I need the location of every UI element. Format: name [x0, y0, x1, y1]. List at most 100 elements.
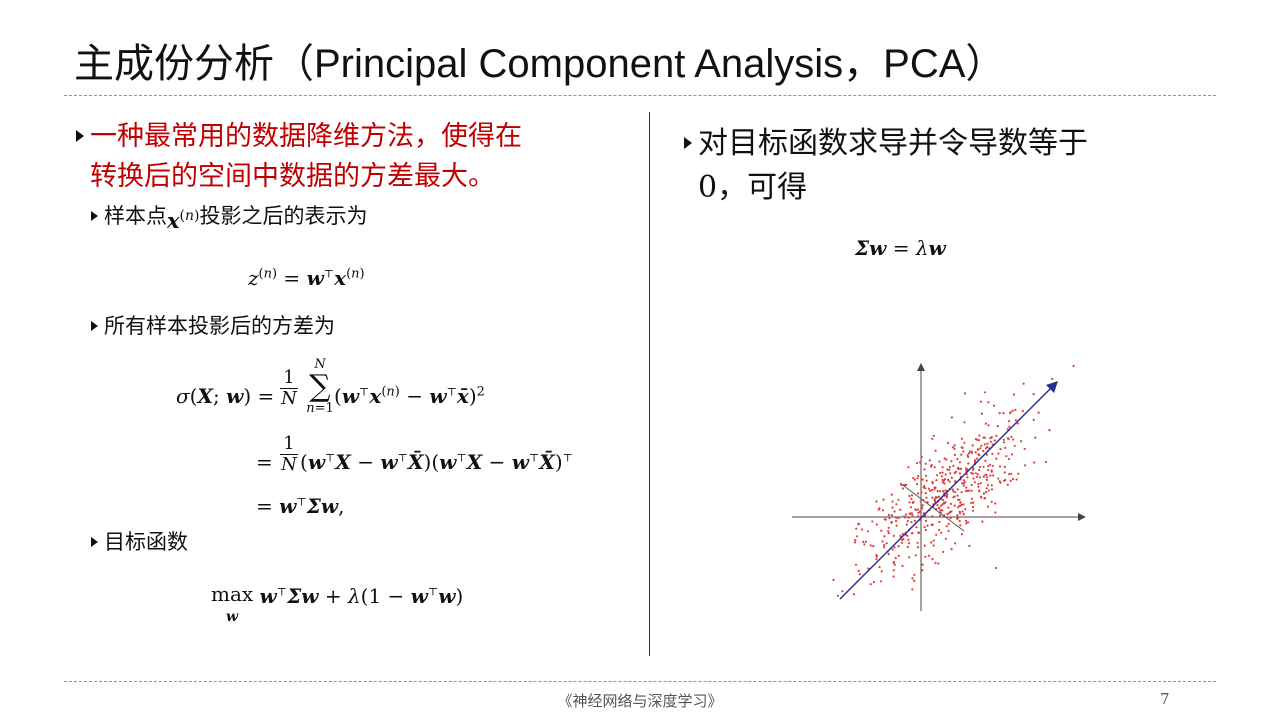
sub-bullet-text: 目标函数: [104, 530, 188, 554]
data-point: [1009, 479, 1012, 482]
data-point: [947, 522, 950, 525]
data-point: [1002, 412, 1005, 415]
data-point: [963, 441, 966, 444]
data-point: [900, 541, 903, 544]
data-point: [887, 553, 890, 556]
data-point: [924, 519, 928, 522]
slide-title: 主成份分析（Principal Component Analysis，PCA）: [74, 36, 1005, 92]
data-point: [991, 464, 994, 467]
data-point: [892, 534, 895, 537]
data-point: [924, 555, 927, 558]
data-point: [924, 487, 927, 490]
data-point: [1037, 411, 1040, 414]
data-point: [908, 556, 911, 559]
data-point: [897, 554, 900, 557]
data-point: [917, 515, 920, 518]
data-point: [1016, 422, 1019, 425]
data-point: [892, 575, 895, 578]
data-point: [966, 468, 969, 471]
data-point: [901, 538, 904, 542]
data-point: [931, 482, 934, 485]
data-point: [944, 489, 947, 492]
data-point: [997, 452, 1000, 455]
data-point: [909, 506, 912, 509]
data-point: [962, 484, 965, 487]
data-point: [880, 570, 883, 573]
data-point: [983, 436, 986, 439]
data-point: [972, 501, 975, 504]
data-point: [917, 492, 920, 495]
data-point: [977, 439, 981, 442]
data-point: [953, 453, 956, 456]
data-point: [1010, 435, 1013, 438]
data-point: [971, 451, 974, 454]
data-point: [985, 487, 988, 490]
data-point: [910, 512, 913, 515]
sub-bullet-projection: 样本点 x(n) 投影之后的表示为: [91, 201, 368, 236]
data-point: [1005, 455, 1008, 458]
data-point: [956, 488, 959, 491]
data-point: [880, 580, 883, 583]
data-point: [976, 473, 979, 476]
bullet-text-line1: 对目标函数求导并令导数等于: [698, 126, 1088, 161]
data-point: [901, 532, 904, 535]
data-point: [940, 475, 943, 478]
formula-variance-lhs: σ(X; w) =: [176, 384, 275, 408]
data-point: [979, 465, 982, 469]
footer-divider: [64, 681, 1216, 682]
data-point: [982, 449, 985, 453]
data-point: [897, 498, 900, 501]
data-point: [970, 489, 973, 492]
data-point: [930, 465, 933, 468]
column-divider: [649, 112, 650, 656]
data-point: [899, 508, 902, 511]
data-point: [962, 503, 965, 506]
data-point: [967, 455, 970, 459]
data-point: [944, 473, 947, 476]
data-point: [884, 518, 887, 521]
data-point: [930, 541, 933, 544]
data-point: [869, 583, 872, 586]
data-point: [907, 538, 910, 541]
data-point: [947, 529, 950, 532]
data-point: [863, 543, 866, 546]
data-point: [841, 590, 844, 593]
data-point: [985, 476, 989, 479]
data-point: [893, 563, 896, 566]
data-point: [852, 593, 856, 596]
data-point: [988, 463, 992, 466]
data-point: [892, 569, 895, 572]
data-point: [932, 544, 935, 547]
data-point: [897, 517, 900, 520]
data-point: [967, 489, 970, 492]
data-points: [832, 364, 1075, 597]
data-point: [990, 500, 993, 503]
data-point: [963, 481, 966, 484]
data-point: [892, 561, 895, 564]
data-point: [943, 482, 946, 485]
data-point: [933, 486, 936, 489]
data-point: [944, 537, 947, 540]
data-point: [998, 412, 1001, 415]
data-point: [872, 545, 875, 548]
data-point: [951, 488, 954, 491]
title-english: （Principal Component Analysis，PCA）: [274, 42, 1006, 86]
data-point: [882, 546, 885, 549]
bullet-triangle-icon: [91, 321, 98, 331]
data-point: [924, 528, 927, 532]
data-point: [959, 501, 962, 504]
data-point: [976, 457, 979, 460]
data-point: [1012, 438, 1015, 441]
data-point: [935, 474, 939, 477]
data-point: [1002, 438, 1005, 441]
data-point: [947, 441, 950, 444]
data-point: [970, 501, 973, 505]
data-point: [1006, 483, 1009, 486]
data-point: [1033, 461, 1036, 464]
data-point: [924, 492, 927, 495]
data-point: [958, 472, 961, 475]
data-point: [942, 501, 946, 505]
data-point: [1003, 471, 1006, 474]
data-point: [897, 545, 900, 548]
data-point: [963, 421, 966, 424]
